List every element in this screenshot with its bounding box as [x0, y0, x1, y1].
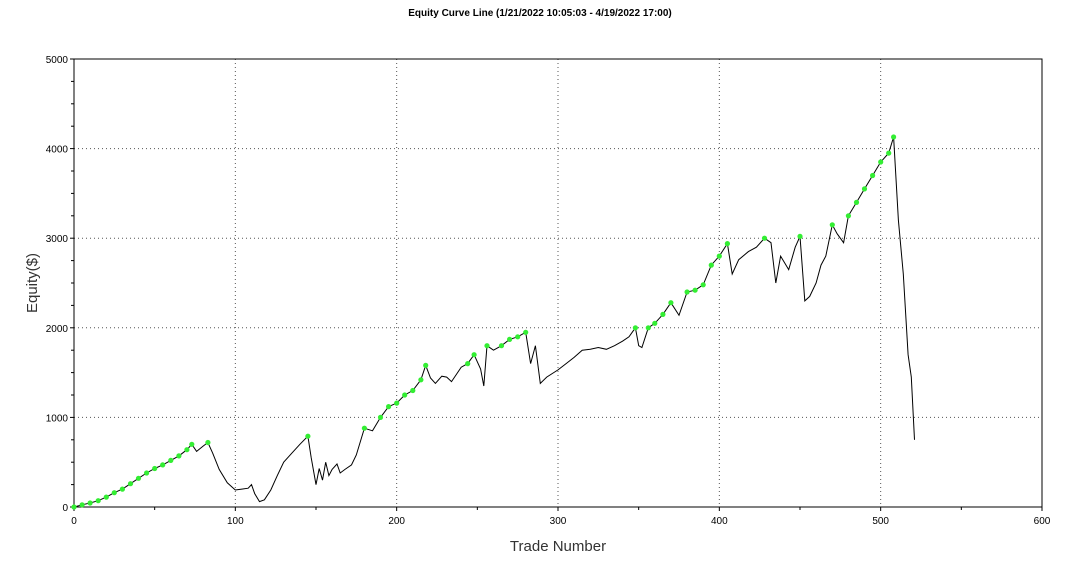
new-high-marker — [394, 400, 400, 406]
new-high-markers — [71, 134, 897, 510]
equity-line — [73, 136, 915, 508]
new-high-marker — [878, 159, 884, 165]
new-high-marker — [144, 470, 150, 476]
new-high-marker — [498, 343, 505, 349]
new-high-marker — [660, 311, 666, 317]
new-high-marker — [829, 222, 835, 228]
new-high-marker — [716, 253, 722, 259]
y-tick-label: 5000 — [46, 55, 69, 66]
x-tick-label: 300 — [550, 516, 567, 527]
new-high-marker — [111, 490, 117, 496]
new-high-marker — [870, 172, 876, 179]
new-high-marker — [708, 262, 714, 268]
new-high-marker — [402, 392, 408, 398]
axis-ticks: 0 100 200 300 400 500 600 0 1000 2000 3000 4000 5000 — [46, 55, 1051, 527]
new-high-marker — [176, 453, 182, 459]
new-high-marker — [189, 441, 195, 447]
new-high-marker — [361, 425, 367, 431]
new-high-marker — [724, 241, 731, 247]
new-high-marker — [386, 404, 392, 410]
new-high-marker — [418, 377, 424, 383]
x-tick-label: 0 — [71, 516, 77, 527]
new-high-marker — [119, 486, 125, 492]
new-high-marker — [853, 199, 860, 205]
new-high-marker — [410, 387, 416, 394]
new-high-marker — [632, 325, 639, 331]
chart-title: Equity Curve Line (1/21/2022 10:05:03 - … — [408, 8, 672, 19]
new-high-marker — [761, 235, 768, 241]
new-high-marker — [152, 465, 158, 472]
new-high-marker — [71, 504, 77, 510]
new-high-marker — [168, 457, 174, 463]
new-high-marker — [861, 186, 868, 192]
new-high-marker — [205, 439, 211, 446]
new-high-marker — [87, 500, 93, 506]
new-high-marker — [652, 320, 658, 326]
y-tick-label: 3000 — [46, 234, 69, 245]
new-high-marker — [305, 433, 311, 439]
new-high-marker — [797, 233, 803, 239]
y-tick-label: 1000 — [46, 413, 69, 424]
new-high-marker — [465, 361, 471, 367]
y-tick-label: 2000 — [46, 324, 69, 335]
new-high-marker — [127, 481, 134, 487]
x-tick-label: 600 — [1034, 516, 1051, 527]
new-high-marker — [523, 329, 529, 335]
x-axis-label: Trade Number — [510, 538, 606, 555]
new-high-marker — [886, 150, 892, 156]
new-high-marker — [845, 213, 852, 219]
x-tick-label: 400 — [711, 516, 728, 527]
equity-series — [73, 136, 915, 508]
new-high-marker — [515, 334, 521, 340]
x-tick-label: 500 — [872, 516, 889, 527]
new-high-marker — [423, 362, 429, 368]
y-axis-label: Equity($) — [24, 253, 41, 313]
y-tick-label: 0 — [62, 503, 68, 514]
new-high-marker — [700, 282, 706, 288]
new-high-marker — [184, 447, 190, 453]
x-tick-label: 200 — [388, 516, 405, 527]
grid-lines — [74, 59, 1042, 507]
new-high-marker — [507, 336, 513, 342]
new-high-marker — [891, 134, 897, 140]
x-tick-label: 100 — [227, 516, 244, 527]
new-high-marker — [645, 325, 651, 331]
new-high-marker — [484, 343, 490, 349]
new-high-marker — [95, 498, 101, 504]
new-high-marker — [135, 475, 142, 481]
new-high-marker — [377, 414, 384, 420]
new-high-marker — [684, 289, 690, 295]
new-high-marker — [668, 300, 674, 306]
new-high-marker — [471, 352, 477, 358]
y-tick-label: 4000 — [46, 145, 69, 156]
new-high-marker — [103, 494, 109, 500]
new-high-marker — [160, 462, 166, 468]
new-high-marker — [692, 287, 698, 293]
new-high-marker — [79, 502, 85, 508]
